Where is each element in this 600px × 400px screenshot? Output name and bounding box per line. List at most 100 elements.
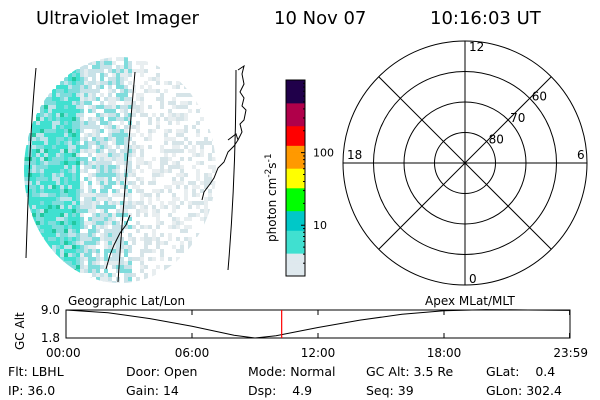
image-pixel [124, 213, 128, 217]
image-pixel [168, 225, 172, 229]
image-pixel [164, 117, 168, 121]
image-pixel [80, 69, 84, 73]
image-pixel [76, 169, 80, 173]
image-pixel [48, 153, 52, 157]
image-pixel [64, 233, 68, 237]
image-pixel [144, 205, 148, 209]
image-pixel [148, 201, 152, 205]
image-pixel [64, 93, 68, 97]
image-pixel [48, 245, 52, 249]
image-pixel [180, 261, 184, 265]
image-pixel [160, 101, 164, 105]
image-pixel [96, 125, 100, 129]
image-pixel [108, 217, 112, 221]
image-pixel [84, 77, 88, 81]
image-pixel [92, 229, 96, 233]
image-pixel [204, 209, 208, 213]
image-pixel [144, 237, 148, 241]
image-pixel [184, 173, 188, 177]
image-pixel [124, 153, 128, 157]
image-pixel [68, 213, 72, 217]
image-pixel [132, 225, 136, 229]
image-pixel [88, 101, 92, 105]
image-pixel [128, 73, 132, 77]
image-pixel [92, 281, 96, 283]
image-pixel [32, 145, 36, 149]
image-pixel [212, 181, 216, 185]
image-pixel [108, 125, 112, 129]
image-pixel [148, 165, 152, 169]
image-pixel [72, 121, 76, 125]
image-pixel [112, 137, 116, 141]
image-pixel [140, 209, 144, 213]
image-pixel [140, 73, 144, 77]
image-pixel [104, 253, 108, 257]
image-pixel [208, 129, 212, 133]
image-pixel [152, 173, 156, 177]
image-pixel [24, 153, 28, 157]
image-pixel [44, 229, 48, 233]
image-pixel [136, 209, 140, 213]
colorbar-segment [286, 227, 305, 231]
image-pixel [52, 181, 56, 185]
colorbar-segment [286, 155, 305, 159]
image-pixel [108, 245, 112, 249]
image-pixel [68, 73, 72, 77]
colorbar-label: photon cm-2s-1 [264, 153, 279, 242]
image-pixel [80, 201, 84, 205]
image-pixel [108, 281, 112, 283]
image-pixel [124, 117, 128, 121]
image-pixel [32, 205, 36, 209]
image-pixel [180, 181, 184, 185]
image-pixel [32, 213, 36, 217]
image-pixel [80, 237, 84, 241]
image-pixel [44, 129, 48, 133]
image-pixel [116, 193, 120, 197]
image-pixel [84, 145, 88, 149]
image-pixel [104, 105, 108, 109]
image-pixel [76, 81, 80, 85]
image-pixel [140, 93, 144, 97]
colorbar-segment [286, 220, 305, 225]
colorbar-segment [286, 86, 305, 91]
image-pixel [132, 181, 136, 185]
image-pixel [124, 105, 128, 109]
image-pixel [44, 213, 48, 217]
image-pixel [112, 165, 116, 169]
image-pixel [92, 77, 96, 81]
image-pixel [56, 185, 60, 189]
gcalt-value: 3.5 Re [413, 364, 454, 379]
image-pixel [192, 185, 196, 189]
image-pixel [52, 189, 56, 193]
image-pixel [116, 225, 120, 229]
image-pixel [140, 105, 144, 109]
image-pixel [112, 153, 116, 157]
image-pixel [60, 197, 64, 201]
image-pixel [36, 177, 40, 181]
image-pixel [92, 165, 96, 169]
lat-label-80: 80 [489, 132, 504, 146]
image-pixel [28, 141, 32, 145]
image-pixel [32, 137, 36, 141]
mlt-label-12: 12 [469, 40, 484, 54]
image-pixel [68, 153, 72, 157]
image-pixel [80, 233, 84, 237]
image-pixel [136, 229, 140, 233]
image-pixel [48, 237, 52, 241]
image-pixel [76, 189, 80, 193]
image-pixel [176, 257, 180, 261]
image-pixel [48, 205, 52, 209]
image-pixel [24, 169, 28, 173]
image-pixel [176, 197, 180, 201]
image-pixel [44, 149, 48, 153]
image-pixel [36, 201, 40, 205]
image-pixel [64, 225, 68, 229]
image-pixel [128, 217, 132, 221]
image-pixel [156, 89, 160, 93]
image-pixel [172, 265, 176, 269]
image-pixel [112, 125, 116, 129]
image-pixel [120, 77, 124, 81]
image-pixel [76, 205, 80, 209]
image-pixel [180, 117, 184, 121]
image-pixel [60, 81, 64, 85]
